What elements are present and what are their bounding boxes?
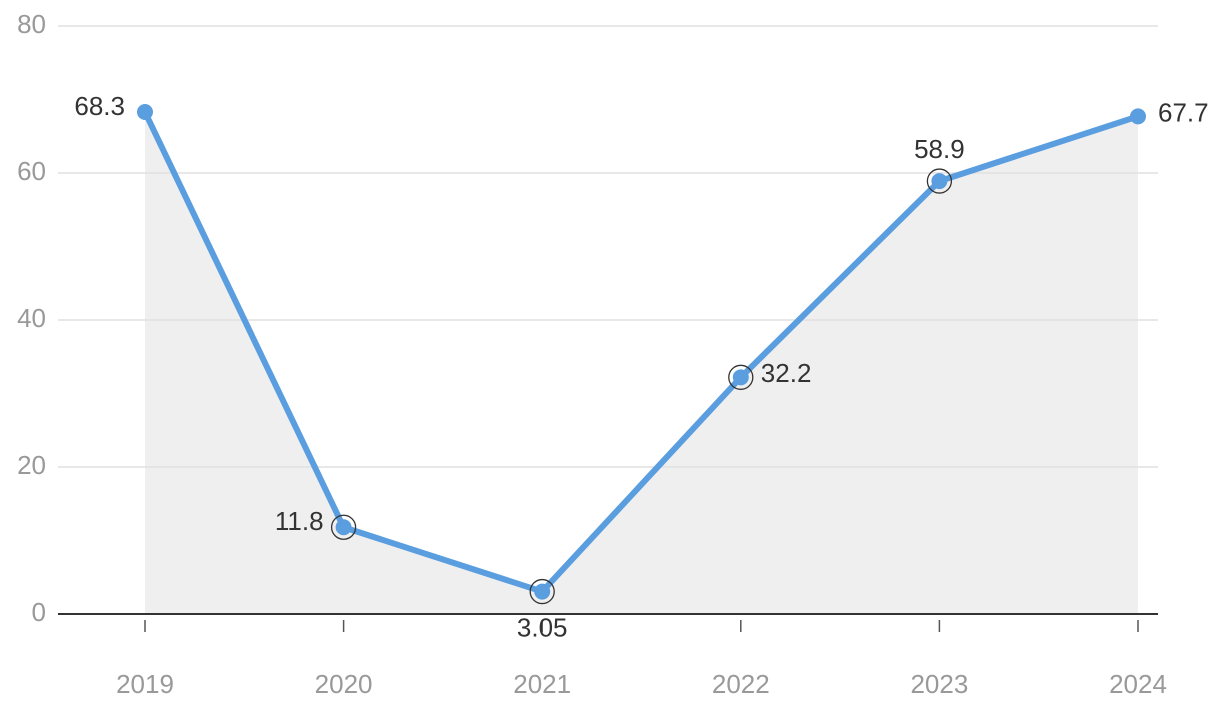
point xyxy=(1130,108,1146,125)
point xyxy=(534,583,551,600)
y-tick-label: 20 xyxy=(17,450,46,480)
y-tick-label: 60 xyxy=(17,156,46,186)
point xyxy=(335,519,352,536)
data-label: 68.3 xyxy=(74,91,125,121)
marker-ring xyxy=(926,168,953,194)
data-label: 3.05 xyxy=(517,612,568,642)
y-tick-label: 40 xyxy=(17,303,46,333)
x-tick-label: 2019 xyxy=(116,669,174,699)
data-label: 32.2 xyxy=(761,358,812,388)
marker-ring xyxy=(330,514,357,540)
x-tick-label: 2021 xyxy=(513,669,571,699)
x-tick-label: 2020 xyxy=(315,669,373,699)
marker-ring xyxy=(529,578,555,605)
x-tick-label: 2024 xyxy=(1109,669,1167,699)
point xyxy=(137,103,153,120)
y-tick-label: 80 xyxy=(17,9,46,39)
point xyxy=(732,369,749,386)
area xyxy=(145,111,1138,615)
line xyxy=(142,110,1139,595)
data-label: 11.8 xyxy=(275,506,324,536)
data-label: 58.9 xyxy=(914,134,965,164)
data-label: 67.7 xyxy=(1158,97,1209,127)
y-tick-label: 0 xyxy=(32,597,46,627)
x-tick-label: 2023 xyxy=(910,669,968,699)
marker-ring xyxy=(728,364,754,390)
x-tick-label: 2022 xyxy=(712,669,770,699)
point xyxy=(931,173,948,190)
